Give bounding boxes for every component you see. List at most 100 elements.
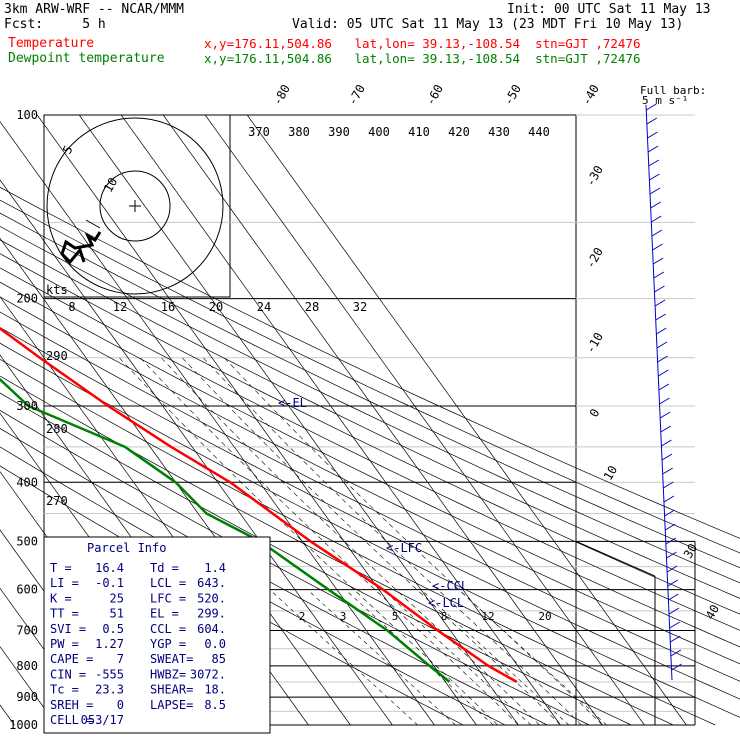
mixing-ratio-label: 20 <box>538 610 551 623</box>
wind-barb <box>666 565 678 573</box>
wind-barb <box>656 341 668 349</box>
lcl-label: <-LCL <box>428 596 464 610</box>
ccl-label: <-CCL <box>432 579 468 593</box>
parcel-value: 643. <box>197 576 226 590</box>
pressure-label: 300 <box>16 399 38 413</box>
pressure-label: 800 <box>16 659 38 673</box>
hodograph-units: kts <box>46 283 68 297</box>
theta-label: 370 <box>248 125 270 139</box>
parcel-value: SREH = <box>50 698 93 712</box>
isotherm <box>246 114 687 726</box>
parcel-value: Td = <box>150 561 179 575</box>
theta-label: 420 <box>448 125 470 139</box>
wind-barb <box>654 285 665 293</box>
dry-adiabat <box>0 267 740 631</box>
parcel-value: 1.27 <box>95 637 124 651</box>
wind-barb <box>660 425 672 433</box>
isotherm-label: -30 <box>583 163 606 189</box>
wind-barb <box>645 103 657 111</box>
dry-adiabat <box>0 225 740 584</box>
parcel-value: 8.5 <box>204 698 226 712</box>
isotherm-label: -70 <box>345 82 368 108</box>
wind-barb <box>659 397 670 405</box>
wind-barb <box>648 159 660 167</box>
wind-barb <box>651 229 663 237</box>
wind-barb <box>659 411 671 419</box>
parcel-value: SVI = <box>50 622 86 636</box>
right-diagonal <box>575 540 656 577</box>
parcel-value: 1.4 <box>204 561 226 575</box>
valid-time: Valid: 05 UTC Sat 11 May 13 (23 MDT Fri … <box>292 17 684 32</box>
wind-barb <box>658 383 670 391</box>
wind-barb-staff <box>645 104 673 681</box>
hodograph-speed-label: 16 <box>161 300 175 314</box>
moist-adiabat <box>139 357 519 726</box>
parcel-value: HWBZ= <box>150 667 186 681</box>
wind-barb <box>647 145 659 153</box>
isotherm-label: -60 <box>423 82 446 108</box>
wind-barb <box>664 523 676 531</box>
dry-adiabat <box>0 281 740 648</box>
el-label: <-EL <box>278 396 307 410</box>
isotherm-label: 0 <box>587 406 603 419</box>
wind-barb <box>649 187 661 195</box>
isotherm-label: 40 <box>703 602 722 622</box>
dry-adiabat <box>0 358 716 726</box>
isotherm-label: 30 <box>681 541 700 561</box>
dry-adiabat <box>0 311 740 682</box>
parcel-value: 0 <box>117 698 124 712</box>
temperature-line <box>0 326 518 683</box>
level-markers: <-EL <-LFC <-CCL <-LCL <box>278 396 468 610</box>
parcel-value: CIN = <box>50 667 86 681</box>
mixing-ratio-line <box>420 589 570 726</box>
dry-adiabat <box>0 296 740 665</box>
wind-barb <box>663 481 674 489</box>
hodograph-speed-label: 8 <box>68 300 75 314</box>
isotherm <box>0 587 99 726</box>
moist-adiabat <box>160 357 540 726</box>
forecast-hour: Fcst: 5 h <box>4 17 106 32</box>
barb-legend-unit: 5 m s⁻¹ <box>642 94 688 107</box>
wind-barb <box>662 467 673 475</box>
dry-adiabat <box>0 327 740 700</box>
dry-adiabat <box>0 392 632 726</box>
moist-adiabat <box>181 357 561 726</box>
parcel-value: Tc = <box>50 683 79 697</box>
dry-adiabat <box>0 410 590 726</box>
wind-barb <box>666 551 677 559</box>
dry-adiabat <box>0 253 740 615</box>
wind-barb <box>667 579 679 587</box>
theta-label: 280 <box>46 422 68 436</box>
model-title: 3km ARW-WRF -- NCAR/MMM <box>4 2 185 17</box>
parcel-value: LCL = <box>150 576 186 590</box>
hodograph-speed-label: 20 <box>209 300 223 314</box>
mixing-ratio-label: 5 <box>392 610 399 623</box>
dry-adiabat <box>0 342 740 718</box>
isotherm <box>120 114 561 726</box>
parcel-value: SWEAT= <box>150 652 193 666</box>
parcel-value: 604. <box>197 622 226 636</box>
wind-barb <box>653 271 665 279</box>
dewpoint-location: x,y=176.11,504.86 lat,lon= 39.13,-108.54… <box>204 51 641 66</box>
dry-adiabat <box>0 186 740 539</box>
wind-barb <box>661 439 672 447</box>
parcel-value: 0.5 <box>102 622 124 636</box>
wind-barb <box>663 495 675 503</box>
pressure-label: 900 <box>16 690 38 704</box>
isotherm <box>36 114 477 726</box>
dry-adiabat <box>0 212 740 569</box>
hodograph-ring-label: 10 <box>101 175 120 195</box>
parcel-info-box: Parcel Info T = 16.4 Td = 1.4 LI = -0.1 LCL = 6… <box>43 536 271 734</box>
theta-label: 290 <box>46 349 68 363</box>
wind-barb <box>651 215 662 223</box>
mixing-ratio-line <box>345 589 494 726</box>
wind-barb <box>665 537 677 545</box>
barb-legend-title: Full barb: <box>640 84 706 97</box>
hodograph-speed-label: 12 <box>113 300 127 314</box>
pressure-label: 400 <box>16 475 38 489</box>
isotherm <box>0 179 393 726</box>
parcel-value: 85 <box>212 652 226 666</box>
parcel-value: 0.0 <box>204 637 226 651</box>
parcel-value: -555 <box>95 667 124 681</box>
temperature-location: x,y=176.11,504.86 lat,lon= 39.13,-108.54… <box>204 36 641 51</box>
